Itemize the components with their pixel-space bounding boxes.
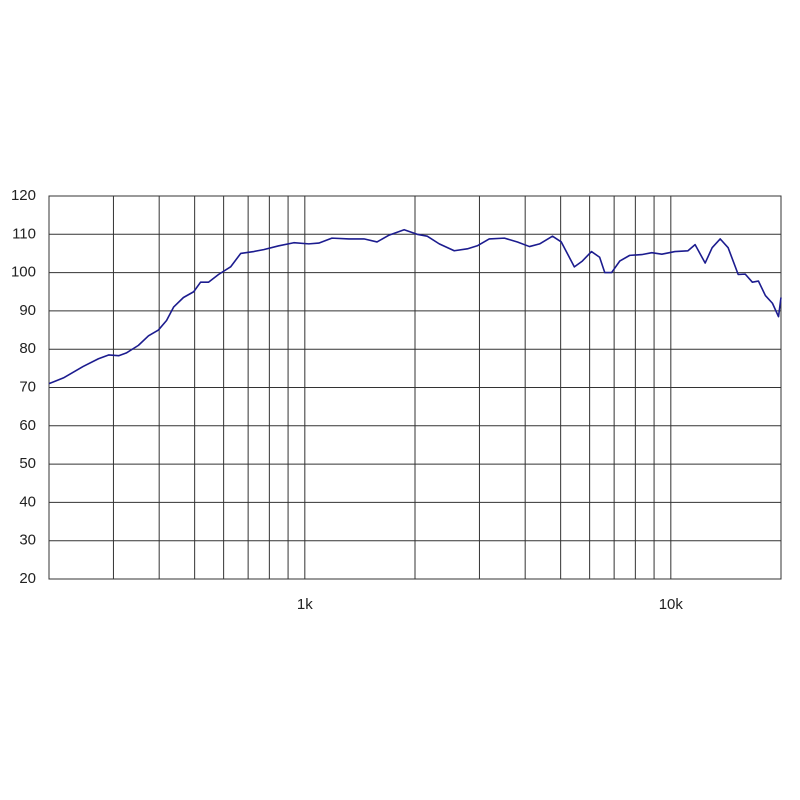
y-tick-label: 70 <box>19 378 36 395</box>
y-tick-label: 80 <box>19 340 36 357</box>
y-tick-label: 100 <box>11 264 36 281</box>
y-tick-label: 90 <box>19 302 36 319</box>
y-tick-label: 120 <box>11 187 36 204</box>
y-tick-label: 110 <box>12 225 36 242</box>
y-tick-label: 30 <box>19 532 36 549</box>
x-tick-label: 10k <box>659 596 684 613</box>
y-tick-label: 60 <box>19 417 36 434</box>
y-tick-label: 20 <box>19 570 36 587</box>
y-tick-label: 40 <box>19 493 36 510</box>
response-line <box>48 228 782 385</box>
x-tick-label: 1k <box>297 596 313 613</box>
y-tick-label: 50 <box>19 455 36 472</box>
